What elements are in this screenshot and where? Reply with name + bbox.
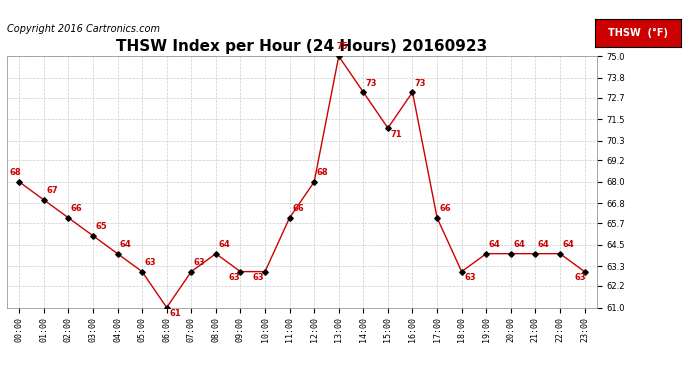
Text: 63: 63 — [464, 273, 475, 282]
Text: 64: 64 — [562, 240, 574, 249]
Text: 66: 66 — [440, 204, 451, 213]
Text: 61: 61 — [169, 309, 181, 318]
Text: 64: 64 — [120, 240, 132, 249]
Text: 66: 66 — [71, 204, 83, 213]
Text: 63: 63 — [194, 258, 206, 267]
Text: 65: 65 — [95, 222, 107, 231]
Text: 71: 71 — [391, 130, 402, 139]
Text: 73: 73 — [415, 79, 426, 88]
Text: 64: 64 — [218, 240, 230, 249]
Text: 64: 64 — [513, 240, 525, 249]
Text: 67: 67 — [46, 186, 58, 195]
Text: 63: 63 — [575, 273, 586, 282]
Title: THSW Index per Hour (24 Hours) 20160923: THSW Index per Hour (24 Hours) 20160923 — [116, 39, 488, 54]
Text: 75: 75 — [336, 42, 348, 51]
Text: 64: 64 — [538, 240, 550, 249]
Text: 66: 66 — [292, 204, 304, 213]
Text: 63: 63 — [228, 273, 239, 282]
Text: 68: 68 — [317, 168, 328, 177]
Text: 68: 68 — [10, 168, 21, 177]
Text: 64: 64 — [489, 240, 500, 249]
Text: 73: 73 — [366, 79, 377, 88]
Text: 63: 63 — [253, 273, 264, 282]
Text: 63: 63 — [145, 258, 156, 267]
Text: Copyright 2016 Cartronics.com: Copyright 2016 Cartronics.com — [7, 24, 160, 34]
Text: THSW  (°F): THSW (°F) — [608, 28, 668, 38]
